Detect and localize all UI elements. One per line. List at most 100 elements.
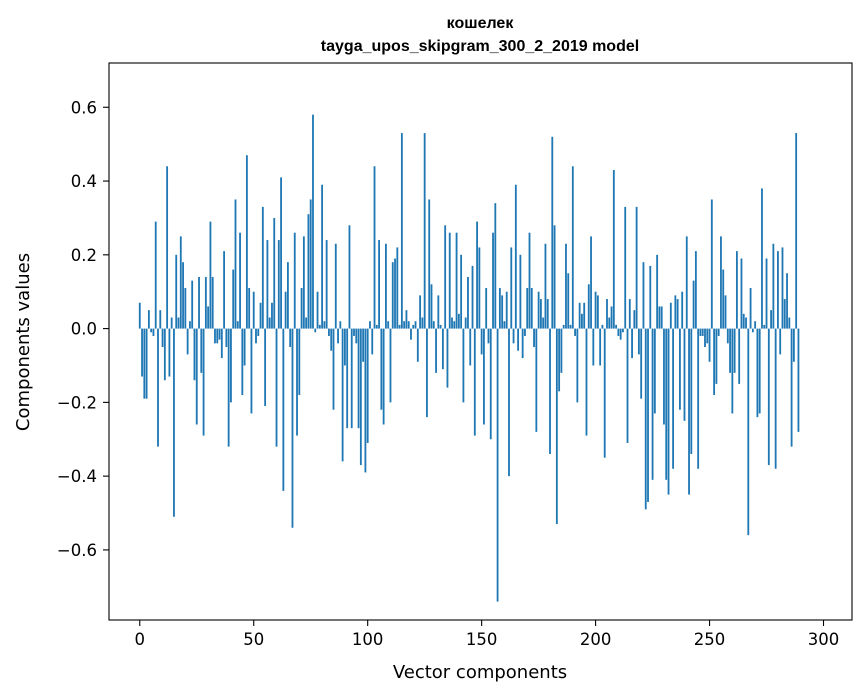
bar xyxy=(168,328,171,377)
bar xyxy=(400,133,403,329)
bar xyxy=(610,306,613,329)
bar xyxy=(473,328,476,436)
bar xyxy=(296,328,298,436)
bar xyxy=(143,328,146,399)
bar xyxy=(658,306,661,329)
bar xyxy=(316,291,319,329)
bar xyxy=(439,324,442,329)
bar xyxy=(758,328,761,414)
x-tick-label: 250 xyxy=(694,630,726,649)
bar xyxy=(524,328,526,336)
bar xyxy=(173,328,175,517)
chart-subtitle: tayga_upos_skipgram_300_2_2019 model xyxy=(321,38,639,55)
bar xyxy=(494,203,497,329)
bar xyxy=(410,328,412,340)
bar xyxy=(740,258,743,329)
bar xyxy=(362,328,365,362)
bar xyxy=(432,321,435,329)
bar xyxy=(437,295,440,329)
bar xyxy=(225,328,228,348)
bar xyxy=(685,236,688,329)
bar xyxy=(455,232,458,329)
bar xyxy=(669,302,672,329)
bar xyxy=(268,317,271,329)
bar xyxy=(189,321,191,329)
bars-group xyxy=(138,114,800,602)
bar xyxy=(293,232,296,329)
bar xyxy=(428,199,431,329)
bar xyxy=(250,328,253,414)
bar xyxy=(161,328,164,348)
y-axis-ticks: −0.6 −0.4 −0.2 0.0 0.2 0.4 0.6 xyxy=(57,98,109,560)
bar xyxy=(797,328,800,432)
bar xyxy=(359,328,362,466)
bar xyxy=(248,288,251,329)
bar xyxy=(724,295,727,329)
bar xyxy=(182,262,184,329)
y-tick-label: 0.4 xyxy=(71,172,97,191)
bar xyxy=(453,321,456,329)
bar xyxy=(179,236,182,329)
bar xyxy=(765,258,768,329)
bar xyxy=(141,328,143,377)
bar xyxy=(163,328,166,381)
bar xyxy=(553,225,556,329)
bar xyxy=(637,328,640,355)
bar xyxy=(555,328,558,525)
bar xyxy=(576,328,579,403)
bar xyxy=(530,288,533,329)
bar xyxy=(749,288,752,329)
bar xyxy=(330,328,333,351)
bar xyxy=(790,328,793,447)
bar xyxy=(312,114,314,329)
x-tick-label: 100 xyxy=(352,630,384,649)
bar xyxy=(783,299,786,329)
bar xyxy=(505,291,508,329)
bar xyxy=(346,328,349,429)
y-tick-label: −0.6 xyxy=(57,541,97,560)
bar xyxy=(519,254,522,329)
bar xyxy=(594,291,597,329)
bar xyxy=(391,262,394,329)
bar xyxy=(517,328,520,351)
bar xyxy=(366,328,369,443)
bar xyxy=(631,328,633,359)
bar xyxy=(551,136,554,329)
y-tick-label: −0.4 xyxy=(57,467,97,486)
bar xyxy=(720,236,722,329)
bar xyxy=(722,269,725,329)
bar xyxy=(526,288,529,329)
bar xyxy=(567,273,570,329)
bar xyxy=(223,251,225,329)
bar xyxy=(619,328,622,340)
bar xyxy=(644,328,647,510)
bar xyxy=(350,328,353,429)
bar xyxy=(713,328,716,395)
bar xyxy=(754,321,757,329)
bar xyxy=(585,328,588,436)
bar xyxy=(207,306,210,329)
bar xyxy=(147,310,150,329)
bar xyxy=(369,321,371,329)
bar xyxy=(772,243,775,329)
bar xyxy=(583,302,586,329)
bar xyxy=(708,328,711,362)
bar xyxy=(510,247,513,329)
bar xyxy=(683,328,686,421)
bar xyxy=(444,225,447,329)
bar xyxy=(325,240,328,329)
bar xyxy=(423,133,426,329)
bar xyxy=(152,328,155,336)
bar xyxy=(542,317,545,329)
bar xyxy=(514,184,517,329)
bar xyxy=(412,324,415,329)
bar xyxy=(665,328,668,480)
bar xyxy=(606,299,608,329)
bar xyxy=(492,232,494,329)
bar xyxy=(371,328,374,355)
bar xyxy=(373,166,376,329)
y-tick-label: −0.2 xyxy=(57,393,97,412)
bar xyxy=(653,328,656,414)
bar xyxy=(571,166,574,329)
